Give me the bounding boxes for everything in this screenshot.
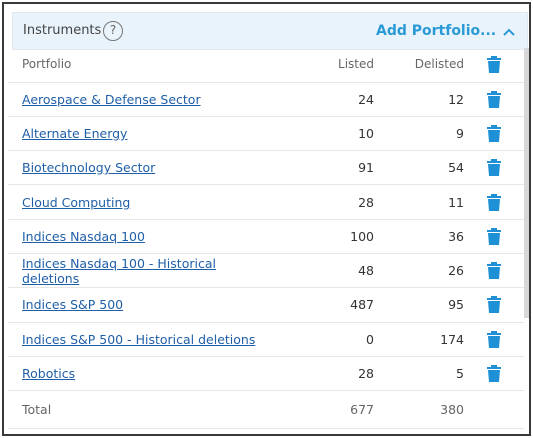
trash-icon[interactable] — [487, 90, 501, 108]
trash-icon[interactable] — [487, 124, 501, 142]
column-header-delisted: Delisted — [374, 47, 464, 83]
portfolio-link[interactable]: Cloud Computing — [22, 194, 131, 210]
table-header-row: Portfolio Listed Delisted — [8, 47, 524, 83]
listed-count: 100 — [274, 219, 374, 254]
trash-icon[interactable] — [487, 296, 501, 314]
trash-icon[interactable] — [487, 365, 501, 383]
listed-count: 91 — [274, 150, 374, 186]
listed-count: 28 — [274, 356, 374, 392]
panel-title: Instruments — [23, 23, 102, 38]
listed-count: 48 — [274, 253, 374, 289]
table-row: Aerospace & Defense Sector 24 12 — [8, 82, 524, 117]
table-row: Alternate Energy 10 9 — [8, 116, 524, 152]
delisted-count: 9 — [374, 116, 464, 152]
panel-header: Instruments ? Add Portfolio... — [12, 12, 528, 50]
portfolio-link[interactable]: Indices S&P 500 — [22, 297, 124, 313]
table-total-row: Total 677 380 — [8, 390, 524, 430]
trash-icon[interactable] — [487, 193, 501, 211]
table-row: Robotics 28 5 — [8, 356, 524, 392]
help-icon[interactable]: ? — [103, 21, 123, 41]
portfolio-link[interactable]: Indices Nasdaq 100 — [22, 228, 145, 244]
delete-cell — [464, 116, 524, 152]
table-row: Biotechnology Sector 91 54 — [8, 150, 524, 186]
add-portfolio-button[interactable]: Add Portfolio... — [376, 23, 497, 39]
listed-count: 0 — [274, 322, 374, 357]
delete-cell — [464, 253, 524, 289]
table-row: Indices S&P 500 - Historical deletions 0 1… — [8, 322, 524, 357]
table-row: Cloud Computing 28 11 — [8, 184, 524, 220]
delisted-count: 95 — [374, 287, 464, 323]
delete-cell — [464, 184, 524, 220]
delisted-count: 54 — [374, 150, 464, 186]
column-header-listed: Listed — [274, 47, 374, 83]
portfolio-link[interactable]: Indices S&P 500 - Historical deletions — [22, 331, 256, 347]
table-row: Indices S&P 500 487 95 — [8, 287, 524, 323]
trash-icon[interactable] — [487, 227, 501, 245]
delete-cell — [464, 287, 524, 323]
table-row: Indices Nasdaq 100 100 36 — [8, 219, 524, 254]
delete-cell — [464, 219, 524, 254]
listed-count: 28 — [274, 184, 374, 220]
total-delisted: 380 — [374, 390, 464, 430]
delete-cell — [464, 150, 524, 186]
delete-cell — [464, 356, 524, 392]
delisted-count: 36 — [374, 219, 464, 254]
portfolio-link[interactable]: Aerospace & Defense Sector — [22, 91, 201, 107]
delisted-count: 12 — [374, 82, 464, 117]
delisted-count: 174 — [374, 322, 464, 357]
delete-cell — [464, 322, 524, 357]
delisted-count: 5 — [374, 356, 464, 392]
portfolio-link[interactable]: Biotechnology Sector — [22, 160, 156, 176]
scrollbar[interactable] — [524, 48, 529, 318]
column-header-portfolio: Portfolio — [8, 47, 274, 83]
delisted-count: 26 — [374, 253, 464, 289]
listed-count: 487 — [274, 287, 374, 323]
total-label: Total — [8, 390, 274, 430]
listed-count: 24 — [274, 82, 374, 117]
delisted-count: 11 — [374, 184, 464, 220]
portfolio-table: Portfolio Listed Delisted Aerospace & De… — [8, 47, 524, 430]
delete-cell — [464, 82, 524, 117]
trash-icon[interactable] — [487, 159, 501, 177]
table-row: Indices Nasdaq 100 - Historical deletion… — [8, 253, 524, 289]
total-listed: 677 — [274, 390, 374, 430]
trash-icon[interactable] — [487, 55, 501, 73]
delete-all-cell — [464, 47, 524, 83]
listed-count: 10 — [274, 116, 374, 152]
portfolio-link[interactable]: Robotics — [22, 366, 76, 382]
trash-icon[interactable] — [487, 262, 501, 280]
portfolio-link[interactable]: Indices Nasdaq 100 - Historical deletion… — [22, 255, 216, 286]
chevron-up-icon[interactable] — [501, 24, 517, 40]
portfolio-link[interactable]: Alternate Energy — [22, 125, 128, 141]
trash-icon[interactable] — [487, 330, 501, 348]
